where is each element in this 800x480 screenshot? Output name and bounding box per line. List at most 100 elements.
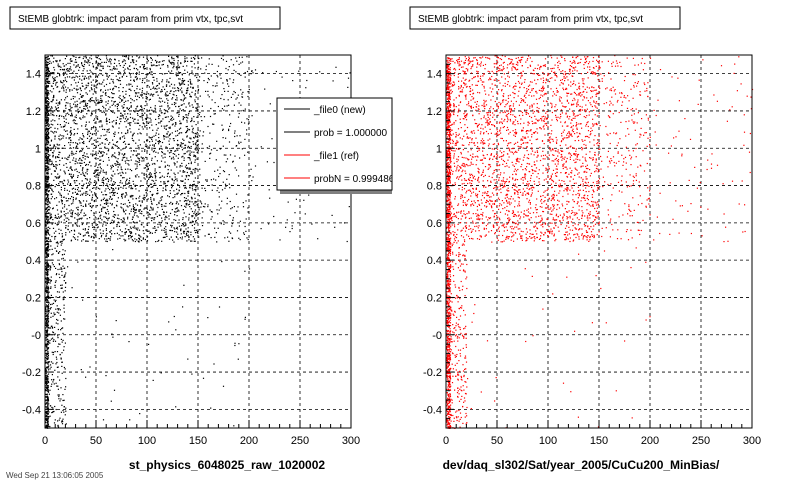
left-scatter-point — [92, 65, 94, 67]
left-scatter-point — [210, 218, 212, 220]
left-scatter-point — [93, 200, 95, 203]
left-scatter-point — [139, 94, 142, 96]
left-scatter-point — [80, 90, 82, 92]
left-scatter-point — [185, 144, 187, 146]
left-scatter-point — [46, 355, 48, 357]
left-scatter-point — [88, 78, 90, 80]
left-scatter-point — [220, 57, 223, 59]
left-scatter-point — [46, 204, 48, 206]
left-scatter-point — [62, 207, 64, 209]
left-scatter-point — [45, 350, 47, 352]
left-scatter-point — [130, 106, 132, 108]
left-scatter-point — [93, 133, 95, 135]
left-scatter-point — [176, 188, 178, 190]
left-scatter-point — [105, 83, 108, 86]
legend-entry-label: _file1 (ref) — [313, 151, 359, 162]
left-scatter-point — [75, 158, 77, 160]
left-scatter-point — [45, 389, 47, 391]
left-scatter-point — [50, 312, 52, 314]
left-scatter-point — [61, 423, 64, 425]
left-scatter-point — [111, 156, 113, 158]
left-scatter-point — [194, 232, 197, 234]
right-scatter-point — [449, 96, 451, 98]
left-scatter-point — [50, 120, 52, 122]
left-scatter-point — [125, 181, 127, 183]
left-scatter-point — [163, 136, 165, 138]
left-scatter-point — [48, 218, 50, 220]
left-scatter-point — [47, 373, 50, 375]
left-scatter-point — [86, 170, 88, 172]
left-scatter-point — [184, 187, 186, 189]
left-scatter-point — [52, 155, 54, 157]
left-scatter-point — [229, 154, 232, 156]
left-scatter-point — [94, 171, 96, 173]
left-scatter-point — [144, 207, 146, 209]
left-scatter-point — [150, 57, 152, 59]
left-scatter-point — [191, 120, 193, 122]
left-scatter-point — [46, 252, 48, 254]
left-scatter-point — [47, 97, 49, 99]
left-scatter-point — [56, 245, 59, 247]
left-scatter-point — [50, 106, 53, 108]
left-scatter-point — [216, 85, 218, 87]
left-scatter-point — [224, 187, 226, 189]
left-scatter-point — [183, 200, 186, 202]
left-scatter-point — [193, 137, 195, 139]
right-scatter-point — [446, 107, 448, 109]
left-scatter-point — [56, 76, 58, 78]
left-scatter-point — [50, 213, 52, 215]
left-scatter-point — [129, 168, 131, 171]
left-scatter-point — [91, 137, 93, 139]
left-scatter-point — [55, 108, 57, 110]
left-scatter-point — [83, 101, 85, 103]
left-scatter-point — [162, 187, 164, 189]
left-scatter-point — [151, 59, 153, 61]
left-scatter-point — [94, 170, 96, 172]
left-scatter-point — [61, 135, 63, 137]
left-scatter-point — [122, 87, 124, 89]
left-scatter-point — [148, 80, 150, 82]
legend-entry-label: _file0 (new) — [313, 105, 366, 116]
left-scatter-point — [119, 138, 121, 140]
left-scatter-point — [152, 83, 154, 85]
left-scatter-point — [124, 240, 126, 242]
left-scatter-point — [171, 225, 173, 227]
left-scatter-point — [185, 223, 187, 225]
left-scatter-point — [153, 150, 155, 152]
left-scatter-point — [69, 183, 72, 185]
left-scatter-point — [107, 185, 109, 187]
left-scatter-point — [173, 241, 175, 243]
left-scatter-point — [126, 120, 128, 122]
left-scatter-point — [163, 183, 165, 185]
left-scatter-point — [79, 150, 82, 152]
left-x-tick-label: 100 — [138, 435, 156, 447]
left-scatter-point — [84, 228, 86, 230]
left-scatter-point — [196, 108, 198, 110]
left-scatter-point — [150, 137, 152, 139]
left-scatter-point — [109, 88, 111, 90]
left-scatter-point — [64, 173, 66, 175]
left-scatter-point — [107, 202, 109, 204]
left-scatter-point — [210, 211, 212, 213]
left-scatter-point — [52, 82, 54, 84]
left-scatter-point — [74, 217, 76, 219]
left-scatter-point — [47, 293, 49, 295]
left-scatter-point — [145, 207, 147, 209]
left-scatter-point — [197, 150, 199, 152]
left-scatter-point — [63, 73, 65, 75]
left-scatter-point — [67, 200, 69, 202]
left-scatter-point — [59, 268, 61, 270]
left-scatter-point — [122, 220, 124, 222]
left-scatter-point — [85, 61, 87, 63]
left-scatter-point — [149, 69, 151, 71]
left-scatter-point — [157, 192, 159, 194]
left-scatter-point — [47, 117, 49, 119]
left-scatter-point — [140, 240, 143, 242]
left-scatter-point — [124, 132, 127, 134]
left-scatter-point — [71, 169, 73, 171]
left-scatter-point — [187, 230, 189, 232]
left-scatter-point — [89, 99, 91, 101]
left-scatter-point — [53, 145, 55, 147]
left-scatter-point — [54, 286, 56, 288]
left-scatter-point — [165, 146, 167, 148]
